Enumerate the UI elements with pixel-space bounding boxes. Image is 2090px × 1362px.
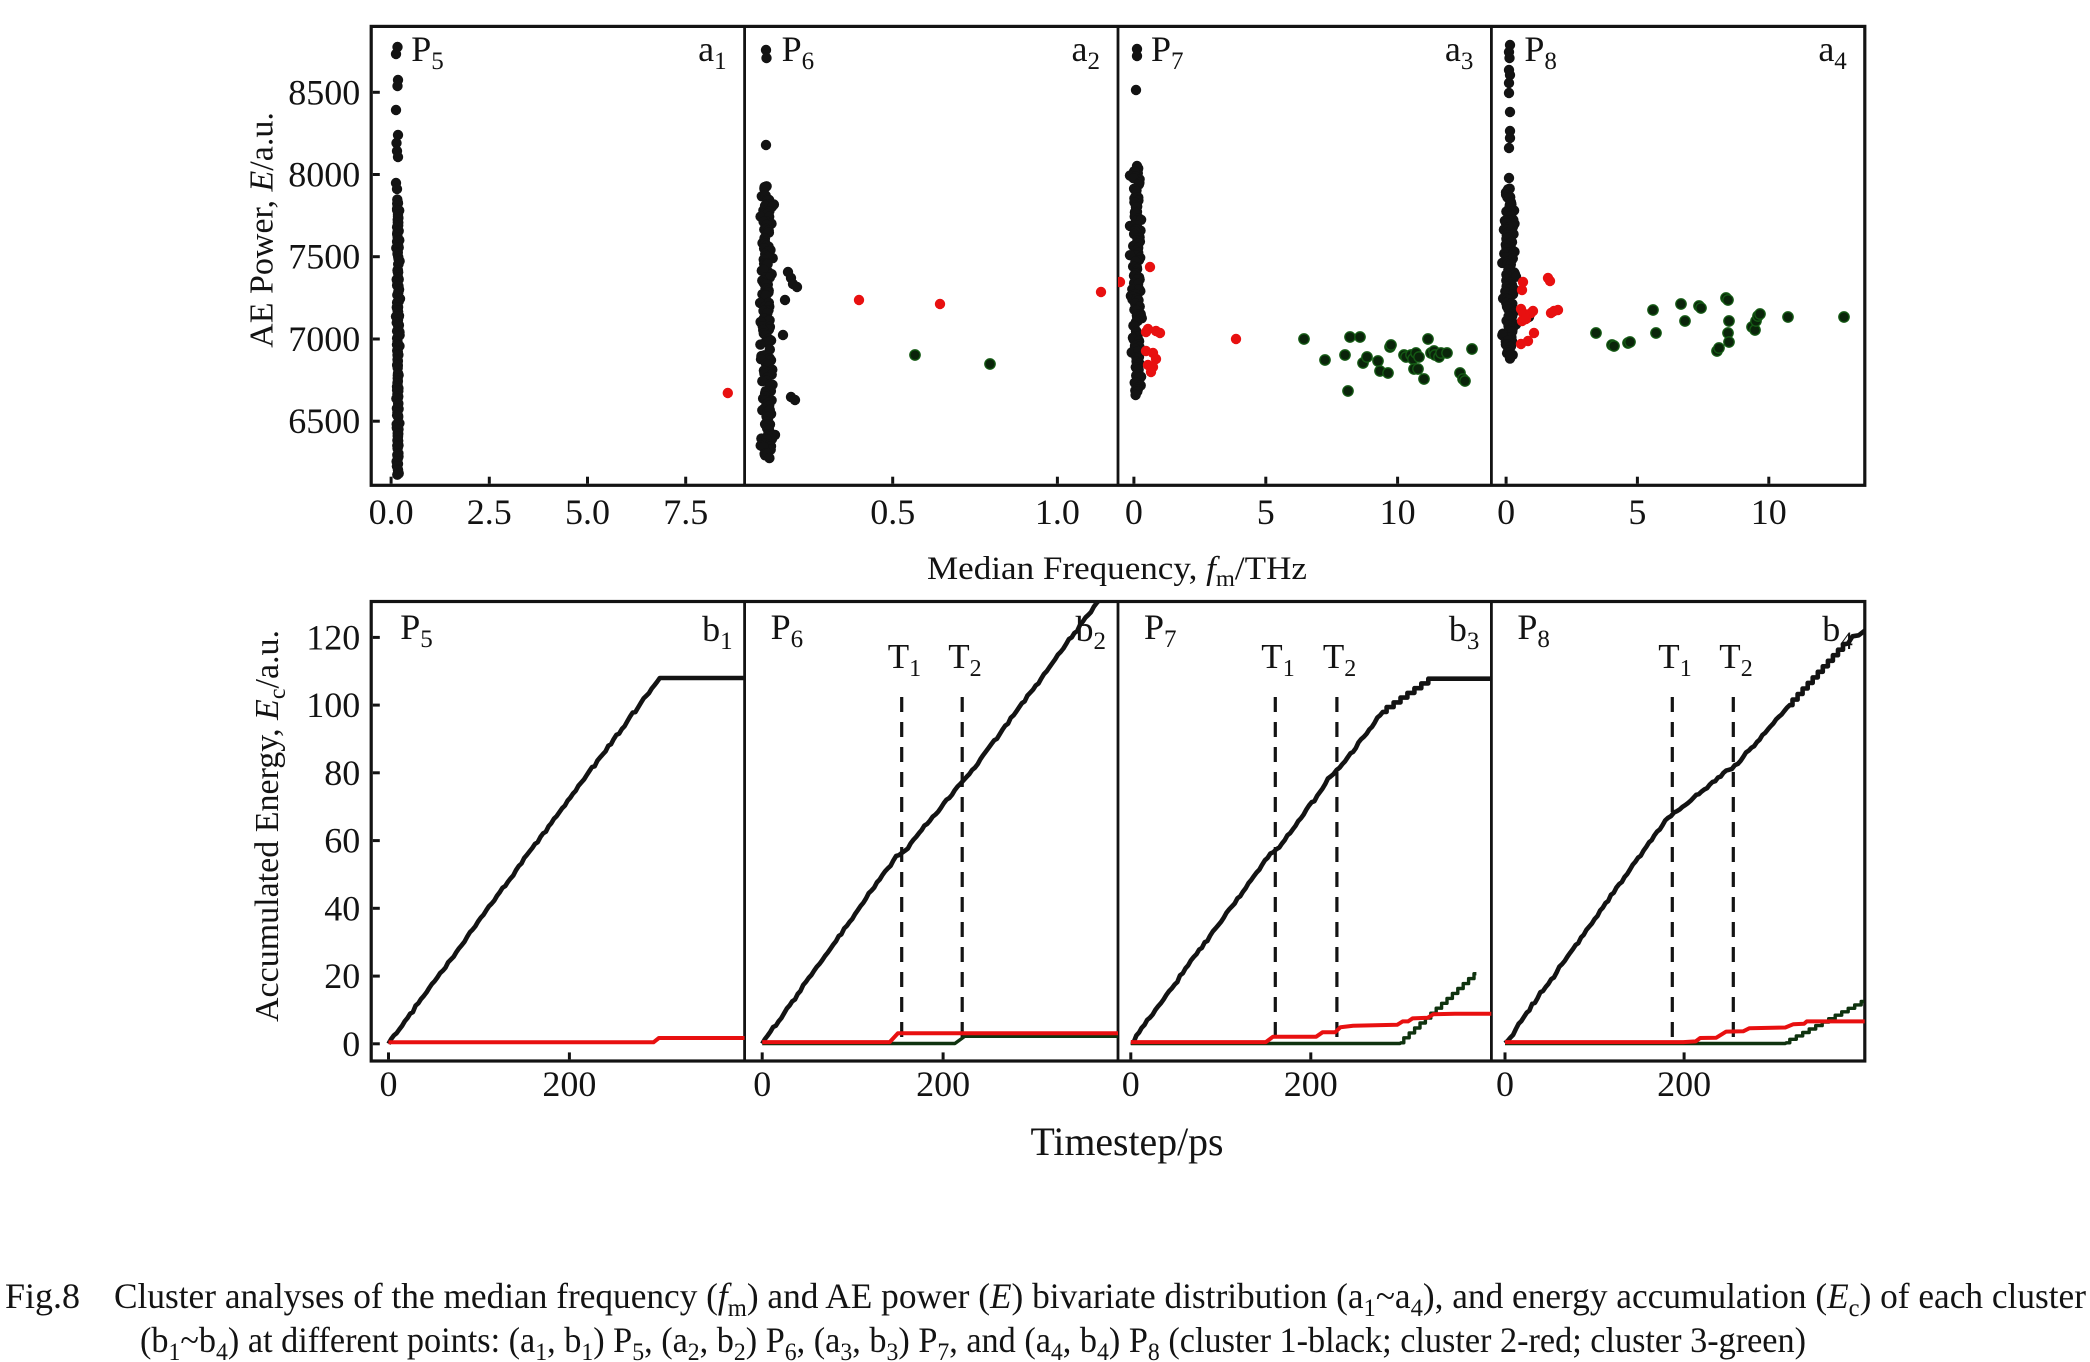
svg-text:60: 60 — [324, 821, 360, 861]
svg-text:200: 200 — [1657, 1064, 1711, 1104]
svg-text:0: 0 — [342, 1024, 360, 1064]
svg-text:0: 0 — [380, 1064, 398, 1104]
svg-text:Accumulated Energy, Ec/a.u.: Accumulated Energy, Ec/a.u. — [249, 630, 291, 1022]
svg-text:10: 10 — [1380, 492, 1416, 532]
svg-text:(b1~b4) at different points: (: (b1~b4) at different points: (a1, b1) P5… — [140, 1320, 1806, 1362]
svg-text:P7: P7 — [1144, 607, 1177, 653]
svg-text:P6: P6 — [771, 607, 804, 653]
svg-text:200: 200 — [1284, 1064, 1338, 1104]
svg-text:P8: P8 — [1517, 607, 1550, 653]
svg-text:5: 5 — [1257, 492, 1275, 532]
svg-text:100: 100 — [306, 685, 360, 725]
svg-text:5.0: 5.0 — [565, 492, 610, 532]
svg-text:7.5: 7.5 — [663, 492, 708, 532]
svg-text:b3: b3 — [1449, 609, 1480, 655]
svg-text:8500: 8500 — [288, 72, 360, 112]
svg-text:1.0: 1.0 — [1035, 492, 1080, 532]
svg-text:6500: 6500 — [288, 401, 360, 441]
svg-text:120: 120 — [306, 617, 360, 657]
svg-text:5: 5 — [1628, 492, 1646, 532]
svg-text:P7: P7 — [1151, 29, 1184, 75]
svg-text:7000: 7000 — [288, 319, 360, 359]
svg-text:0: 0 — [753, 1064, 771, 1104]
svg-text:0.0: 0.0 — [369, 492, 414, 532]
svg-text:0: 0 — [1125, 492, 1143, 532]
svg-text:b1: b1 — [702, 609, 733, 655]
svg-text:Timestep/ps: Timestep/ps — [1031, 1119, 1224, 1164]
svg-text:80: 80 — [324, 753, 360, 793]
svg-text:10: 10 — [1751, 492, 1787, 532]
svg-text:0: 0 — [1497, 492, 1515, 532]
svg-text:AE Power, E/a.u.: AE Power, E/a.u. — [244, 112, 281, 348]
svg-text:T1: T1 — [1658, 637, 1691, 682]
svg-text:Median Frequency, fm/THz: Median Frequency, fm/THz — [927, 551, 1307, 591]
svg-text:0: 0 — [1496, 1064, 1514, 1104]
svg-text:40: 40 — [324, 888, 360, 928]
svg-text:Cluster analyses of the median: Cluster analyses of the median frequency… — [114, 1276, 2086, 1322]
svg-text:Fig.8: Fig.8 — [5, 1276, 80, 1316]
svg-text:200: 200 — [542, 1064, 596, 1104]
svg-text:2.5: 2.5 — [467, 492, 512, 532]
svg-text:0.5: 0.5 — [870, 492, 915, 532]
svg-text:0: 0 — [1122, 1064, 1140, 1104]
svg-text:7500: 7500 — [288, 237, 360, 277]
svg-text:8000: 8000 — [288, 155, 360, 195]
svg-text:200: 200 — [916, 1064, 970, 1104]
svg-text:20: 20 — [324, 956, 360, 996]
